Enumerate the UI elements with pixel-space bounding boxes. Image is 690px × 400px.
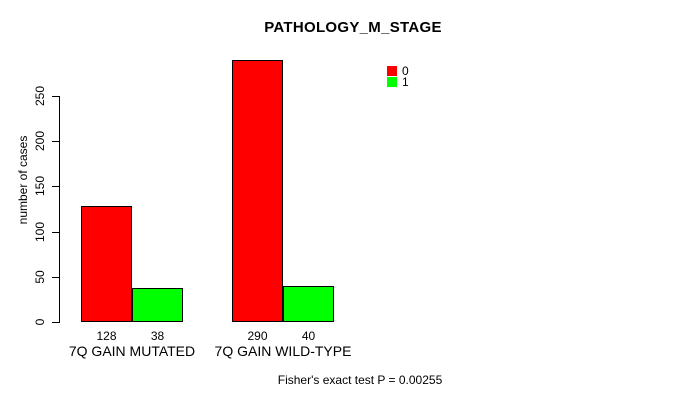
legend: 0 1: [387, 64, 409, 89]
legend-swatch-green: [387, 77, 397, 87]
bar-value-label: 40: [301, 329, 316, 343]
stat-annotation: Fisher's exact test P = 0.00255: [277, 373, 443, 387]
y-axis-line: [59, 96, 60, 323]
legend-item-1: 1: [387, 75, 409, 89]
y-tick-mark-150: [52, 186, 60, 187]
legend-label-0: 0: [402, 64, 409, 78]
y-tick-label-100: 100: [33, 221, 47, 243]
legend-label-1: 1: [402, 75, 409, 89]
y-tick-mark-0: [52, 322, 60, 323]
y-tick-label-50: 50: [33, 270, 47, 284]
y-tick-label-200: 200: [33, 130, 47, 152]
category-label-mutated: 7Q GAIN MUTATED: [68, 343, 196, 359]
y-tick-label-0: 0: [33, 318, 47, 326]
chart-title: PATHOLOGY_M_STAGE: [264, 19, 442, 36]
legend-swatch-red: [387, 66, 397, 76]
bar-value-label: 128: [96, 329, 117, 343]
bar-value-label: 38: [150, 329, 165, 343]
category-label-wildtype: 7Q GAIN WILD-TYPE: [214, 343, 352, 359]
bar-group1-series1: [283, 286, 334, 322]
bar-group0-series0: [81, 206, 132, 322]
y-axis-title: number of cases: [16, 135, 30, 225]
bar-group1-series0: [232, 60, 283, 322]
y-tick-mark-100: [52, 232, 60, 233]
bar-value-label: 290: [247, 329, 268, 343]
y-tick-label-150: 150: [33, 175, 47, 197]
y-tick-mark-250: [52, 96, 60, 97]
bar-group0-series1: [132, 288, 183, 322]
y-tick-label-250: 250: [33, 85, 47, 107]
y-tick-mark-50: [52, 277, 60, 278]
y-tick-mark-200: [52, 141, 60, 142]
legend-item-0: 0: [387, 64, 409, 78]
